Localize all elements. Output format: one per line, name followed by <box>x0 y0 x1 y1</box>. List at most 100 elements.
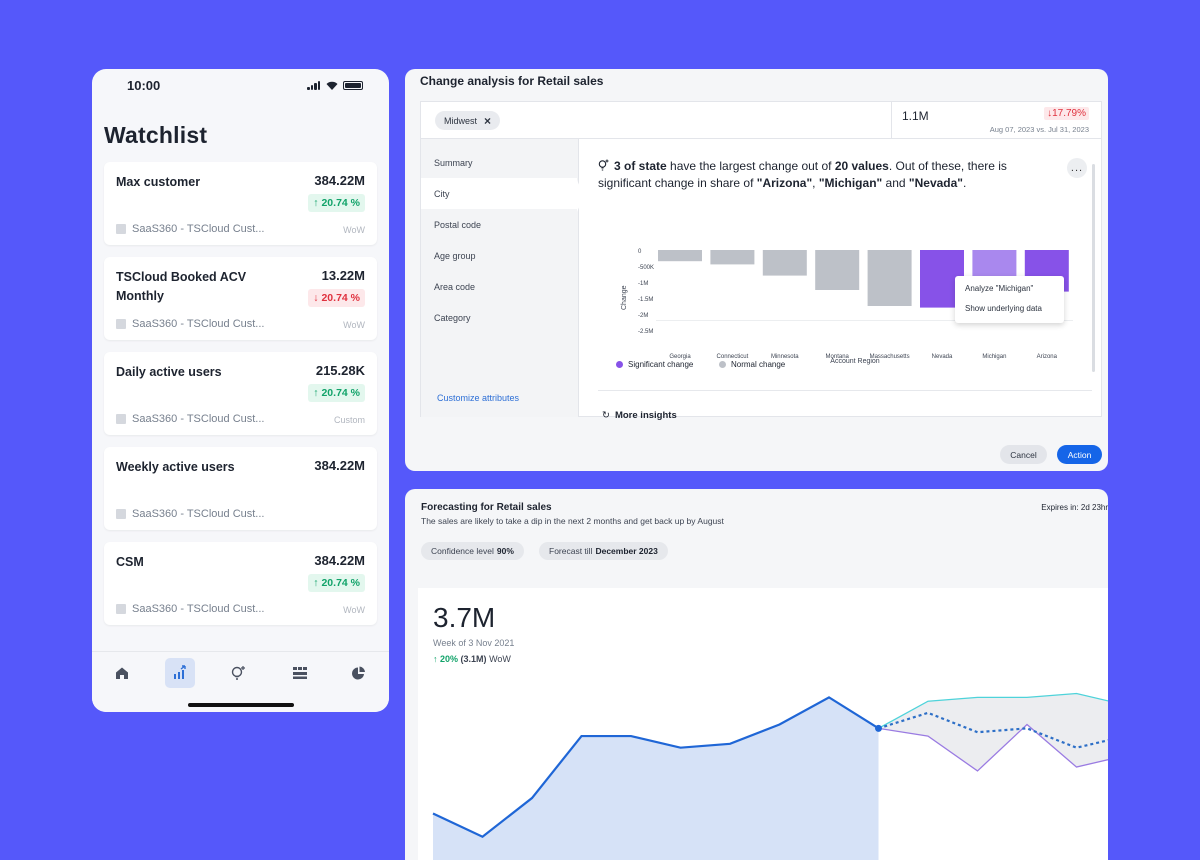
current-point <box>875 724 882 732</box>
card-title: Daily active users <box>116 365 222 379</box>
document-icon <box>116 509 126 519</box>
card-source: SaaS360 - TSCloud Cust... <box>116 223 264 235</box>
tab-insights[interactable] <box>223 658 253 688</box>
bulb-icon <box>598 159 609 174</box>
sidebar-item-city[interactable]: City <box>421 178 577 209</box>
more-options-button[interactable]: ... <box>1067 158 1087 178</box>
more-insights-heading[interactable]: ↻ More insights <box>602 410 677 421</box>
x-tick-label: Connecticut <box>717 354 749 360</box>
panel-subtitle: The sales are likely to take a dip in th… <box>421 516 724 526</box>
insight-fragment: . Out of these, there is significant cha… <box>598 159 1007 190</box>
change-value: 20.74 % <box>321 577 360 589</box>
sidebar-item-age-group[interactable]: Age group <box>434 250 476 261</box>
source-label: SaaS360 - TSCloud Cust... <box>132 223 265 235</box>
y-tick-label: -500K <box>638 265 654 271</box>
x-axis-label: Account Region <box>830 358 880 365</box>
close-icon[interactable]: × <box>484 113 492 128</box>
change-value: 20.74 % <box>321 292 360 304</box>
legend-item: Significant change <box>616 360 693 369</box>
source-label: SaaS360 - TSCloud Cust... <box>132 508 265 520</box>
x-tick-label: Nevada <box>932 354 953 360</box>
arrow-up-icon: ↑ <box>313 577 319 589</box>
divider <box>598 390 1092 391</box>
bar <box>867 250 912 306</box>
filter-chip[interactable]: Midwest × <box>435 111 501 130</box>
forecast-till-pill[interactable]: Forecast till December 2023 <box>539 542 668 560</box>
card-value: 384.22M <box>314 458 365 473</box>
change-badge: ↑ 20.74 % <box>308 384 365 402</box>
insight-highlight: "Michigan" <box>818 176 883 190</box>
tab-home[interactable] <box>107 658 137 688</box>
grid-icon <box>293 667 307 679</box>
menu-item-show-data[interactable]: Show underlying data <box>965 304 1042 313</box>
sidebar-item-category[interactable]: Category <box>434 312 471 323</box>
insight-icon <box>231 666 245 680</box>
watchlist-card[interactable]: CSM 384.22M ↑ 20.74 % SaaS360 - TSCloud Cus… <box>104 542 377 625</box>
bar <box>658 250 702 262</box>
watchlist-card[interactable]: Max customer 384.22M ↑ 20.74 % SaaS360 - TS… <box>104 162 377 245</box>
home-icon <box>116 667 128 679</box>
scrollbar[interactable] <box>1092 164 1095 372</box>
insight-fragment: have the largest change out of <box>666 159 835 173</box>
cancel-button[interactable]: Cancel <box>1000 445 1047 464</box>
insight-highlight: "Nevada" <box>908 176 963 190</box>
y-tick-label: -2M <box>638 313 648 319</box>
x-tick-label: Minnesota <box>771 354 799 360</box>
card-title: Max customer <box>116 175 201 189</box>
watchlist-card[interactable]: Daily active users 215.28K ↑ 20.74 % SaaS36… <box>104 352 377 435</box>
action-button[interactable]: Action <box>1057 445 1102 464</box>
insight-highlight: 3 of state <box>614 159 667 173</box>
pill-label: Forecast till <box>549 546 593 556</box>
forecast-panel: Forecasting for Retail sales The sales a… <box>405 489 1108 860</box>
forecast-low-line <box>878 723 1108 772</box>
legend-dot <box>719 361 726 368</box>
tab-reports[interactable] <box>343 658 373 688</box>
arrow-up-icon: ↑ <box>313 197 319 209</box>
x-tick-label: Massachusetts <box>870 354 910 360</box>
kpi-value: 1.1M <box>902 109 929 123</box>
card-period: WoW <box>343 605 365 615</box>
tab-metrics[interactable] <box>165 658 195 688</box>
watchlist-card[interactable]: TSCloud Booked ACV Monthly 13.22M ↓ 20.74 … <box>104 257 377 340</box>
menu-item-analyze[interactable]: Analyze "Michigan" <box>965 284 1034 293</box>
arrow-up-icon: ↑ <box>313 387 319 399</box>
sidebar-item-summary[interactable]: Summary <box>434 157 473 168</box>
change-percent: ↑ 20% <box>433 654 459 664</box>
pill-value: 90% <box>496 546 514 556</box>
arrow-down-icon: ↓ <box>313 292 319 304</box>
document-icon <box>116 224 126 234</box>
change-badge: ↑ 20.74 % <box>308 194 365 212</box>
context-menu: Analyze "Michigan" Show underlying data <box>955 276 1064 323</box>
actual-area <box>433 697 879 860</box>
analysis-header: Midwest × 1.1M ↓17.79% Aug 07, 2023 vs. … <box>421 102 1101 139</box>
metric-change: ↑ 20% (3.1M) WoW <box>433 654 511 664</box>
tab-boards[interactable] <box>285 658 315 688</box>
customize-attributes-link[interactable]: Customize attributes <box>437 393 520 403</box>
panel-title: Change analysis for Retail sales <box>420 74 604 88</box>
mobile-app: 10:00 Watchlist Max customer 384.22M ↑ 20.… <box>92 69 389 712</box>
bar <box>710 250 755 265</box>
card-period: WoW <box>343 225 365 235</box>
wifi-icon <box>326 81 338 90</box>
insight-fragment: , <box>812 176 819 190</box>
sidebar-item-postal-code[interactable]: Postal code <box>434 219 482 230</box>
actual-line <box>432 696 880 839</box>
change-analysis-panel: Change analysis for Retail sales Midwest… <box>405 69 1108 471</box>
bar <box>815 250 860 290</box>
insight-highlight: "Arizona" <box>756 176 813 190</box>
pill-label: Confidence level <box>431 546 494 556</box>
sidebar-item-area-code[interactable]: Area code <box>434 281 476 292</box>
card-source: SaaS360 - TSCloud Cust... <box>116 413 264 425</box>
status-icons <box>307 80 363 90</box>
insight-highlight: 20 values <box>834 159 889 173</box>
x-tick-label: Arizona <box>1037 354 1058 360</box>
status-bar: 10:00 <box>92 69 389 103</box>
change-value: 20.74 % <box>321 197 360 209</box>
insight-fragment: and <box>882 176 909 190</box>
legend-dot <box>616 361 623 368</box>
x-tick-label: Michigan <box>982 354 1006 360</box>
card-source: SaaS360 - TSCloud Cust... <box>116 508 264 520</box>
watchlist-card[interactable]: Weekly active users 384.22M SaaS360 - TSCl… <box>104 447 377 530</box>
confidence-pill[interactable]: Confidence level 90% <box>421 542 524 560</box>
card-value: 215.28K <box>315 363 365 378</box>
